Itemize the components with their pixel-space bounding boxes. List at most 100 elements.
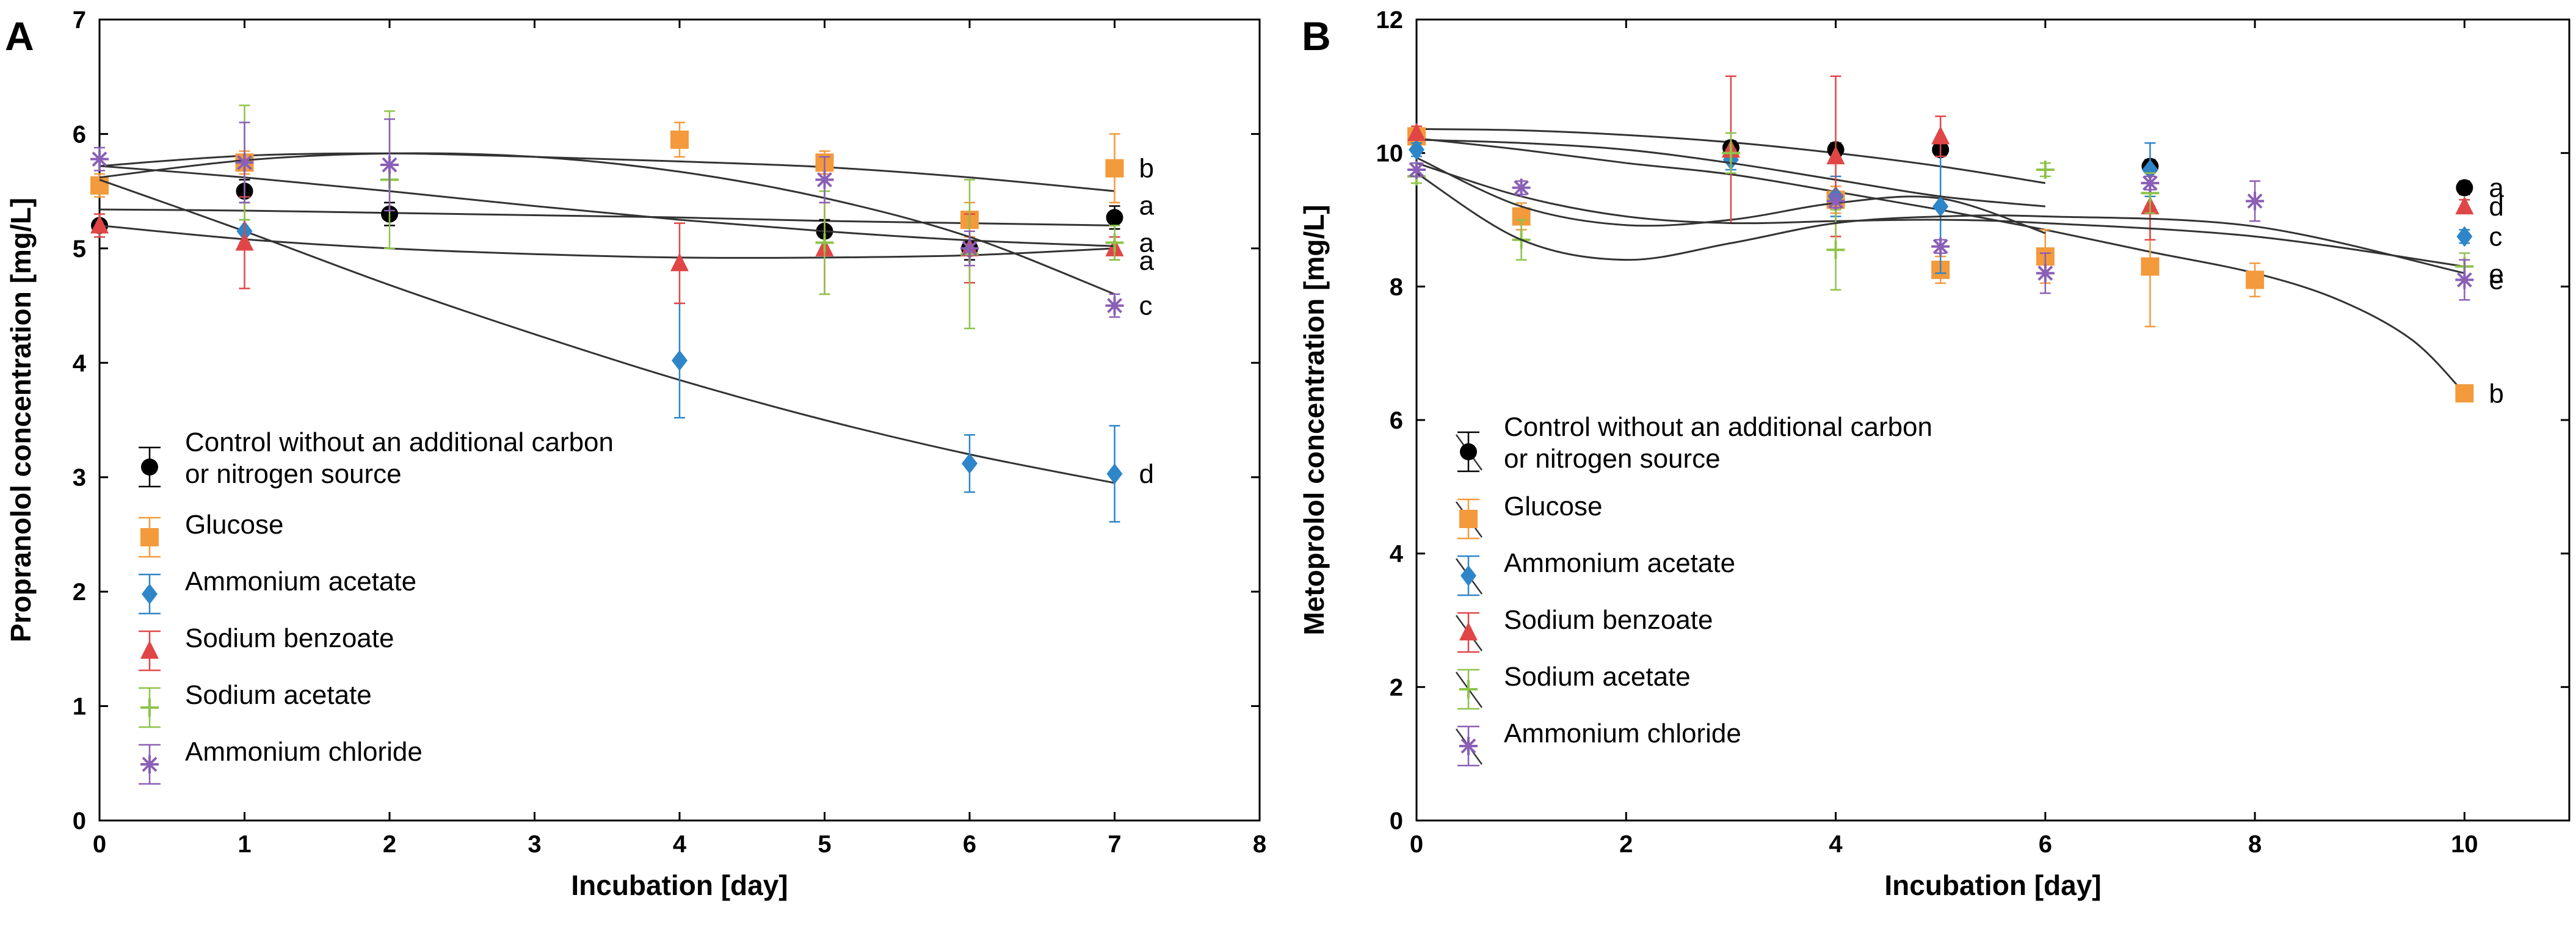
data-point xyxy=(1826,241,1845,259)
data-point xyxy=(962,453,978,474)
x-axis-title: Incubation [day] xyxy=(571,869,788,901)
legend-label: Control without an additional carbon xyxy=(185,427,614,457)
x-axis-title: Incubation [day] xyxy=(1884,869,2101,901)
legend-marker xyxy=(1460,565,1476,586)
y-tick-label: 2 xyxy=(1390,674,1403,701)
y-tick-label: 10 xyxy=(1376,140,1404,167)
legend-item: Glucose xyxy=(139,510,283,558)
fit-curve xyxy=(99,152,1116,295)
y-tick-label: 6 xyxy=(73,121,86,148)
data-point xyxy=(380,156,399,175)
legend-marker xyxy=(1459,622,1478,640)
data-point xyxy=(1931,237,1950,256)
y-tick-label: 2 xyxy=(73,579,86,606)
data-point xyxy=(2141,257,2160,276)
significance-letter: c xyxy=(1139,291,1153,321)
data-point xyxy=(815,170,834,189)
data-point xyxy=(2246,270,2265,289)
legend-marker xyxy=(140,640,159,659)
legend-item: Sodium benzoate xyxy=(1455,605,1713,653)
legend-label: Sodium benzoate xyxy=(1504,605,1713,635)
legend-item: Sodium benzoate xyxy=(139,623,394,672)
data-point xyxy=(1932,196,1949,217)
data-point xyxy=(2456,226,2473,247)
legend-item: Ammonium chloride xyxy=(139,737,423,785)
legend-label: Ammonium chloride xyxy=(185,737,423,767)
data-point xyxy=(90,176,109,195)
significance-letter: a xyxy=(1139,190,1155,220)
legend-label-line2: or nitrogen source xyxy=(185,459,402,489)
data-point xyxy=(2141,173,2160,192)
legend-item: Sodium acetate xyxy=(139,680,372,728)
data-point xyxy=(672,350,688,371)
legend-label-line2: or nitrogen source xyxy=(1504,444,1721,474)
significance-letter: e xyxy=(2489,259,2503,289)
legend-item: Ammonium acetate xyxy=(139,567,416,615)
data-point xyxy=(1407,122,1426,141)
x-tick-label: 2 xyxy=(383,831,396,858)
legend-item: Sodium acetate xyxy=(1455,662,1691,710)
data-point xyxy=(2456,179,2473,197)
legend-marker xyxy=(140,528,159,546)
x-tick-label: 6 xyxy=(963,831,976,858)
y-tick-label: 0 xyxy=(73,808,86,835)
data-point xyxy=(2455,270,2474,289)
legend-label: Ammonium chloride xyxy=(1504,719,1741,748)
legend-label: Glucose xyxy=(1504,491,1602,521)
x-tick-label: 2 xyxy=(1619,831,1633,858)
fit-curve xyxy=(99,224,1115,259)
data-point xyxy=(2455,196,2474,215)
series-3: a xyxy=(90,196,1155,305)
data-point xyxy=(1512,178,1531,197)
data-point xyxy=(1826,146,1845,165)
x-tick-label: 5 xyxy=(818,831,831,858)
data-point xyxy=(670,253,689,272)
x-tick-label: 0 xyxy=(1410,831,1423,858)
y-tick-label: 4 xyxy=(1390,541,1404,568)
data-point xyxy=(235,153,254,172)
fit-curve xyxy=(99,178,1115,484)
x-tick-label: 1 xyxy=(238,831,251,858)
y-tick-label: 4 xyxy=(73,350,87,377)
data-point xyxy=(1105,233,1124,252)
data-point xyxy=(2455,384,2474,403)
data-point xyxy=(1407,161,1426,179)
y-tick-label: 8 xyxy=(1390,274,1403,300)
data-point xyxy=(2142,159,2158,180)
data-point xyxy=(1106,463,1123,485)
data-point xyxy=(1721,143,1740,162)
x-tick-label: 4 xyxy=(1829,831,1843,858)
fit-curve xyxy=(99,152,1115,192)
significance-letter: b xyxy=(1139,154,1154,184)
legend-label: Ammonium acetate xyxy=(1504,548,1735,578)
chart-panel-a: 0 1 2 3 4 5 6 7 8 0 1 2 3 4 5 6 7 Incubation [day] Propran… xyxy=(5,7,1266,901)
x-tick-label: 6 xyxy=(2039,831,2052,858)
legend-label: Sodium acetate xyxy=(185,680,372,710)
y-tick-label: 3 xyxy=(73,465,86,491)
data-point xyxy=(1105,296,1124,315)
y-tick-label: 5 xyxy=(73,236,86,263)
data-point xyxy=(815,233,834,252)
significance-letter: a xyxy=(1139,246,1155,276)
x-tick-label: 10 xyxy=(2451,831,2478,858)
data-point xyxy=(90,215,109,234)
y-axis-title: Metoprolol concentration [mg/L] xyxy=(1298,205,1330,635)
data-point xyxy=(2036,264,2055,283)
series-2: c xyxy=(1409,139,2502,274)
legend-marker xyxy=(1459,510,1478,528)
data-point xyxy=(1106,209,1123,226)
x-tick-label: 3 xyxy=(528,831,541,858)
series-5: e xyxy=(1407,161,2504,301)
legend-label: Ammonium acetate xyxy=(185,567,416,596)
series-5: c xyxy=(90,118,1153,321)
legend-marker xyxy=(140,755,159,774)
x-tick-label: 8 xyxy=(1253,831,1266,858)
significance-letter: d xyxy=(2489,192,2503,222)
legend-item: Ammonium chloride xyxy=(1455,719,1741,767)
legend-label: Glucose xyxy=(185,510,283,540)
significance-letter: a xyxy=(1139,228,1155,258)
fit-curve xyxy=(99,165,1115,247)
